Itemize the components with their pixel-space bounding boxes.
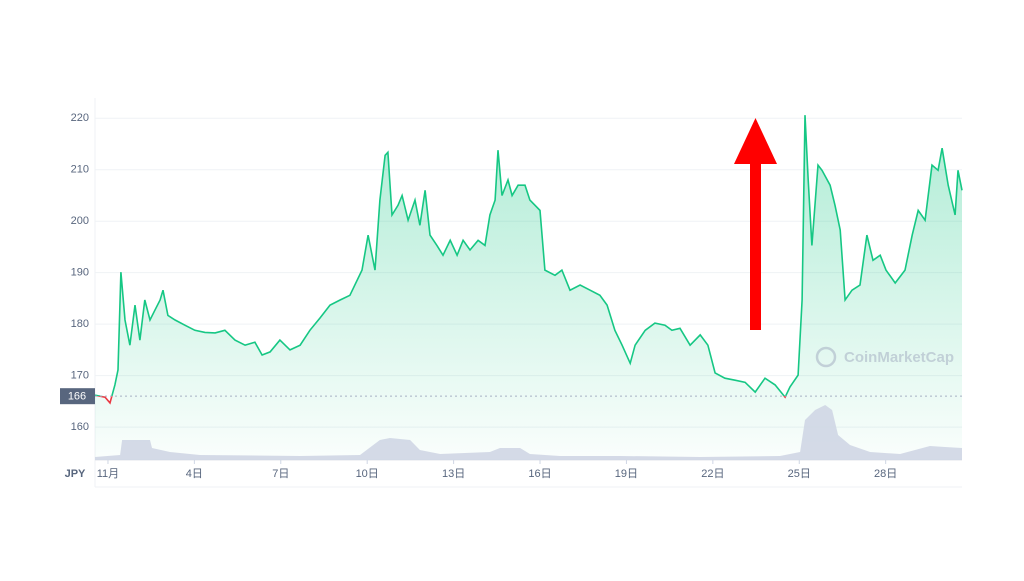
arrow-shaft [750,160,761,330]
x-tick-label: 19日 [615,468,638,480]
x-tick-label: 10日 [356,468,379,480]
y-tick-label: 180 [71,318,89,330]
y-tick-label: 220 [71,112,89,124]
y-tick-label: 210 [71,164,89,176]
watermark-logo [815,346,837,368]
price-line [94,115,963,397]
annotation-arrow [734,118,777,330]
baseline-label: 166 [68,391,86,403]
x-tick-label: 7日 [272,468,289,480]
volume-area [95,405,962,460]
x-tick-label: 11月 [97,468,119,480]
x-tick-label: 25日 [788,468,811,480]
x-tick-label: 28日 [874,468,897,480]
watermark: CoinMarketCap [815,346,954,368]
y-tick-label: 160 [71,421,89,433]
x-tick-label: 4日 [186,468,203,480]
y-tick-label: 170 [71,370,89,382]
y-tick-label: 200 [71,215,89,227]
y-unit: JPY [65,468,86,480]
baseline-label-box [60,388,95,405]
y-tick-label: 190 [71,267,89,279]
price-area [95,115,962,460]
watermark-text: CoinMarketCap [844,349,954,366]
x-tick-label: 13日 [442,468,465,480]
x-tick-label: 22日 [701,468,724,480]
x-tick-label: 16日 [528,468,551,480]
arrow-head [734,118,777,164]
